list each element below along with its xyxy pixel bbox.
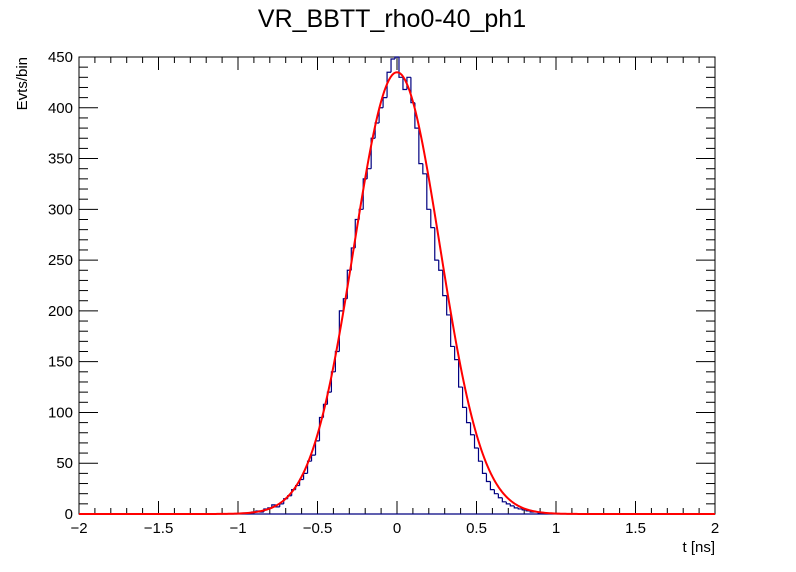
histogram-bin	[310, 454, 316, 462]
histogram-bin	[461, 387, 467, 408]
y-tick-label: 350	[48, 151, 73, 168]
y-tick-label: 100	[48, 404, 73, 421]
histogram-bin	[446, 295, 451, 316]
histogram-bin	[438, 260, 443, 271]
histogram-bin	[473, 434, 479, 449]
y-tick-label: 0	[65, 506, 73, 523]
y-tick-label: 200	[48, 303, 73, 320]
x-tick-label: 1.5	[625, 520, 646, 537]
histogram-bin	[497, 493, 503, 499]
histogram-bin	[513, 505, 519, 509]
y-tick-label: 450	[48, 49, 73, 66]
y-axis-label: Evts/bin	[14, 57, 31, 110]
x-tick-label: −1.5	[144, 520, 174, 537]
x-tick-label: 0.5	[466, 520, 487, 537]
histogram-bin	[489, 481, 495, 491]
plot-area: −2 −1.5 −1 −0.5 0 0.5 1 1.5 2 0 50 100 150 200 250 300 3…	[48, 49, 719, 537]
histogram-bin	[422, 163, 427, 175]
y-tick-label: 250	[48, 252, 73, 269]
histogram-bin	[481, 461, 487, 474]
histogram-bin	[426, 173, 431, 210]
histogram-bin	[382, 97, 388, 108]
x-tick-label: 2	[711, 520, 719, 537]
histogram-bin	[402, 77, 407, 91]
histogram-bin	[465, 407, 471, 424]
histogram-bin	[442, 270, 447, 297]
x-tick-label: −0.5	[303, 520, 333, 537]
histogram-bin	[454, 346, 459, 361]
histogram-bin	[430, 209, 435, 229]
y-tick-label: 300	[48, 201, 73, 218]
x-tick-label: 0	[393, 520, 401, 537]
histogram-bin	[390, 58, 396, 73]
histogram-bin	[469, 422, 475, 436]
plot-frame	[78, 56, 716, 515]
y-tick-label: 50	[56, 455, 73, 472]
histogram-bin	[398, 57, 403, 78]
x-tick-label: −2	[70, 520, 87, 537]
x-tick-label: −1	[229, 520, 246, 537]
chart-title: VR_BBTT_rho0-40_ph1	[258, 5, 526, 33]
y-tick-label: 150	[48, 354, 73, 371]
histogram-bin	[450, 314, 455, 348]
x-axis-label: t [ns]	[682, 539, 715, 556]
histogram-bin	[302, 472, 308, 480]
histogram-bin	[501, 497, 507, 503]
y-tick-label: 400	[48, 100, 73, 117]
histogram-bin	[505, 501, 511, 505]
gaussian-fit-curve	[79, 71, 715, 515]
histogram-bin	[366, 168, 372, 179]
histogram-bin	[434, 227, 439, 261]
histogram-bin	[314, 440, 320, 456]
histogram-bin	[370, 137, 376, 169]
histogram-bin	[485, 473, 491, 483]
x-tick-label: 1	[552, 520, 560, 537]
histogram-bin	[509, 503, 515, 507]
histogram-bin	[521, 508, 527, 511]
histogram-bin	[458, 359, 463, 388]
histogram-bin	[279, 503, 284, 507]
histogram-bin	[477, 447, 483, 462]
histogram-bin	[394, 56, 399, 60]
histogram-bin	[386, 71, 392, 98]
histogram-bin	[493, 489, 499, 495]
histogram-bin	[517, 507, 523, 510]
histogram-bin	[418, 128, 423, 165]
